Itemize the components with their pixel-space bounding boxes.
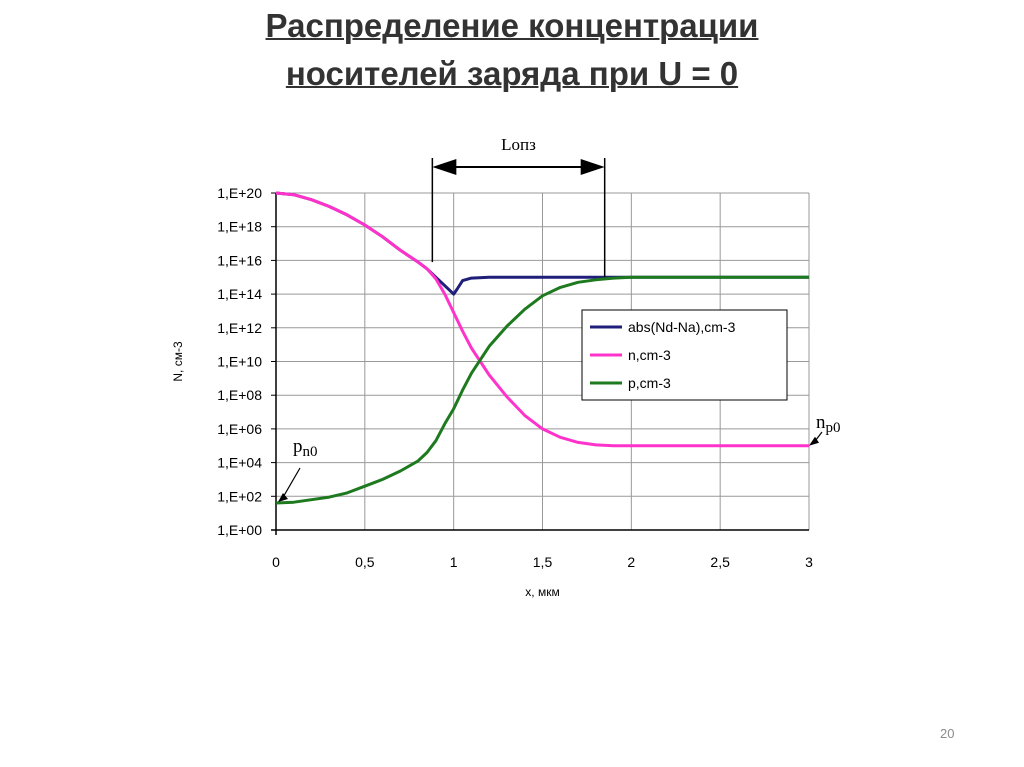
- y-tick-label-4: 1,E+08: [217, 387, 262, 403]
- x-tick-label-3: 1,5: [533, 554, 553, 570]
- page-number: 20: [940, 726, 955, 741]
- np0-label-subscript: p0: [826, 420, 841, 436]
- y-tick-label-5: 1,E+10: [217, 354, 262, 370]
- pn0-pointer-line: [281, 467, 301, 500]
- depletion-arrow-left-head: [432, 159, 457, 175]
- y-tick-label-2: 1,E+04: [217, 455, 262, 471]
- depletion-label: Lопз: [501, 135, 536, 154]
- legend-label-nd_na: abs(Nd-Na),cm-3: [628, 319, 736, 335]
- np0-label: np0: [816, 412, 841, 436]
- x-tick-label-2: 1: [450, 554, 458, 570]
- legend-label-p: p,cm-3: [628, 375, 671, 391]
- y-tick-label-1: 1,E+02: [217, 488, 262, 504]
- y-tick-label-0: 1,E+00: [217, 522, 262, 538]
- x-tick-label-5: 2,5: [710, 554, 730, 570]
- pn0-pointer-head: [278, 493, 288, 503]
- slide-title: Распределение концентрации носителей зар…: [0, 0, 1024, 98]
- pn0-label: pn0: [293, 436, 318, 460]
- x-tick-label-4: 2: [627, 554, 635, 570]
- y-tick-label-7: 1,E+14: [217, 286, 262, 302]
- x-tick-label-0: 0: [272, 554, 280, 570]
- series-line-n: [275, 191, 809, 448]
- y-tick-label-6: 1,E+12: [217, 320, 262, 336]
- pn0-label-subscript: n0: [303, 444, 318, 460]
- y-tick-label-10: 1,E+20: [217, 185, 262, 201]
- title-line-1: Распределение концентрации: [265, 7, 759, 44]
- x-axis-label: x, мкм: [525, 585, 559, 599]
- y-tick-label-3: 1,E+06: [217, 421, 262, 437]
- y-tick-label-8: 1,E+16: [217, 252, 262, 268]
- y-tick-label-9: 1,E+18: [217, 219, 262, 235]
- legend-label-n: n,cm-3: [628, 347, 671, 363]
- np0-pointer-head: [809, 436, 819, 446]
- series-line-p: [275, 275, 809, 505]
- title-line-2: носителей заряда при U = 0: [285, 55, 739, 92]
- x-tick-label-1: 0,5: [355, 554, 375, 570]
- y-axis-label: N, см-3: [171, 341, 185, 382]
- depletion-arrow-right-head: [580, 159, 605, 175]
- x-tick-label-6: 3: [805, 554, 813, 570]
